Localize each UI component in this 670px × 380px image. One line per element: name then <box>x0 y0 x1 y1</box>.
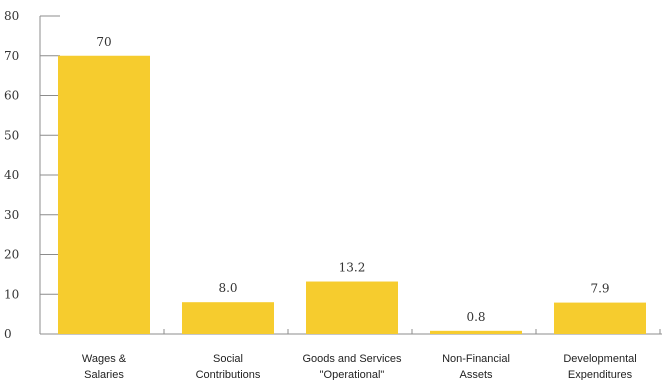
data-label: 70 <box>96 35 111 49</box>
y-tick-label: 10 <box>4 287 19 301</box>
x-category-label: Goods and Services <box>302 353 402 365</box>
x-category-label: Non-Financial <box>442 353 510 365</box>
bar <box>182 302 274 334</box>
x-category-label: Developmental <box>563 353 636 365</box>
y-tick-label: 80 <box>4 9 19 23</box>
y-tick-label: 30 <box>4 208 19 222</box>
y-tick-label: 70 <box>4 49 19 63</box>
y-axis: 0 10 20 30 40 50 60 70 80 <box>4 9 60 341</box>
x-category-label: "Operational" <box>320 369 385 380</box>
data-label: 8.0 <box>218 281 237 295</box>
x-category-label: Expenditures <box>568 369 633 380</box>
x-category-label: Wages & <box>82 353 127 365</box>
x-category-label: Assets <box>459 369 493 380</box>
x-category-label: Contributions <box>196 369 261 380</box>
data-label: 13.2 <box>339 261 366 275</box>
y-tick-label: 60 <box>4 89 19 103</box>
bar <box>554 302 646 334</box>
y-tick-label: 20 <box>4 248 19 262</box>
x-category-label: Social <box>213 353 243 365</box>
bar <box>306 281 398 334</box>
bars <box>58 55 646 334</box>
x-category-label: Salaries <box>84 369 124 380</box>
data-labels: 70 8.0 13.2 0.8 7.9 <box>96 35 609 324</box>
data-label: 0.8 <box>466 310 485 324</box>
category-labels: Wages & Salaries Social Contributions Goods … <box>82 353 637 380</box>
data-label: 7.9 <box>590 282 609 296</box>
y-tick-label: 40 <box>4 168 19 182</box>
y-tick-label: 50 <box>4 128 19 142</box>
y-tick-label: 0 <box>4 327 12 341</box>
bar <box>58 55 150 334</box>
bar <box>430 330 522 334</box>
